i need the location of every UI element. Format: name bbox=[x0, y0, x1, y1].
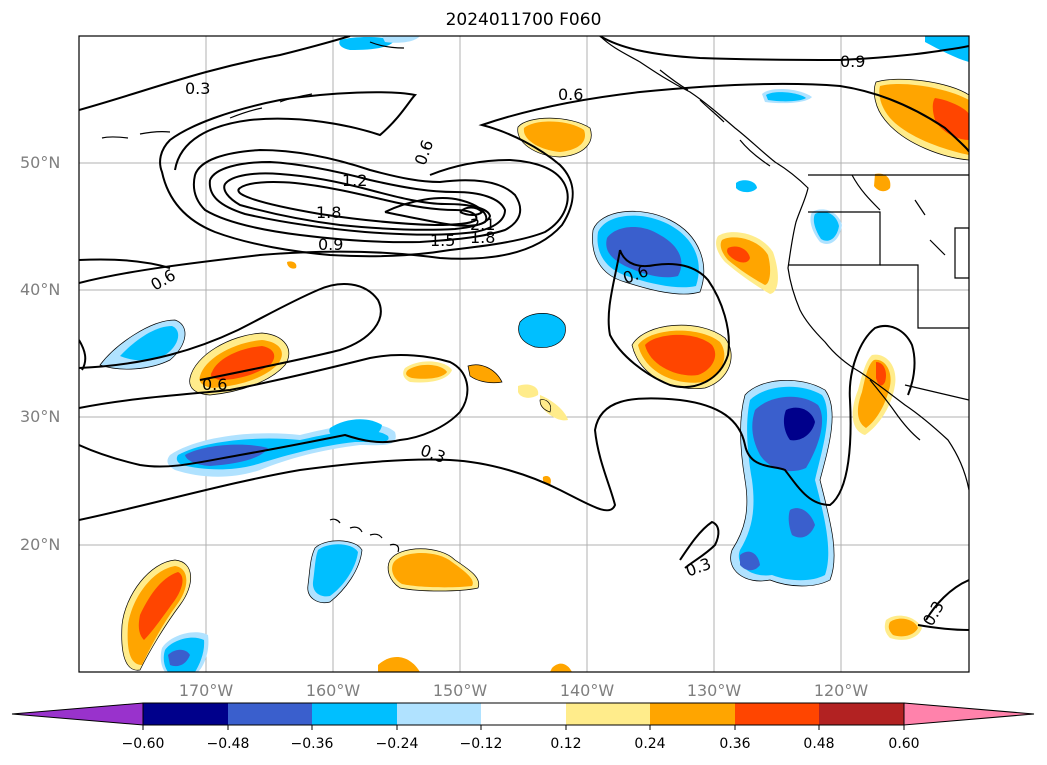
colorbar-tick-label: 0.24 bbox=[634, 736, 666, 752]
lon-label-150w: 150°W bbox=[432, 681, 488, 700]
map-title: 2024011700 F060 bbox=[445, 10, 602, 30]
colorbar-tick-label: −0.24 bbox=[375, 736, 419, 752]
colorbar-tick-label: 0.48 bbox=[803, 736, 835, 752]
colorbar-over-arrow bbox=[903, 702, 1035, 726]
lat-label-30n: 30°N bbox=[20, 407, 61, 426]
lat-label-50n: 50°N bbox=[20, 153, 61, 172]
contour-label: 1.8 bbox=[470, 228, 495, 247]
contour-label: 1.5 bbox=[430, 231, 455, 250]
lon-label-140w: 140°W bbox=[559, 681, 615, 700]
lat-label-20n: 20°N bbox=[20, 535, 61, 554]
coastlines bbox=[101, 36, 969, 553]
colorbar-tick-label: −0.60 bbox=[121, 736, 165, 752]
lon-label-170w: 170°W bbox=[178, 681, 234, 700]
colorbar-swatch bbox=[650, 703, 735, 725]
contour-label: 1.8 bbox=[316, 203, 341, 222]
colorbar bbox=[11, 702, 1035, 730]
contour-label: 1.2 bbox=[342, 171, 367, 190]
contour-label: 0.3 bbox=[418, 440, 448, 467]
contour-label: 2.1 bbox=[470, 215, 495, 234]
lon-label-130w: 130°W bbox=[686, 681, 742, 700]
contour-label: 0.3 bbox=[919, 598, 948, 630]
colorbar-swatch bbox=[397, 703, 481, 725]
contour-lines bbox=[79, 36, 969, 631]
contour-label: 0.3 bbox=[683, 554, 713, 581]
contour-label: 0.6 bbox=[202, 375, 227, 394]
colorbar-tick-label: 0.12 bbox=[550, 736, 582, 752]
lon-label-120w: 120°W bbox=[813, 681, 869, 700]
colorbar-tick-label: −0.36 bbox=[290, 736, 334, 752]
colorbar-tick-label: 0.60 bbox=[888, 736, 920, 752]
colorbar-swatch bbox=[481, 703, 566, 725]
colorbar-under-arrow bbox=[11, 702, 144, 726]
colorbar-tick-label: −0.12 bbox=[459, 736, 503, 752]
colorbar-tick-label: −0.48 bbox=[206, 736, 250, 752]
colorbar-swatch bbox=[566, 703, 650, 725]
lat-label-40n: 40°N bbox=[20, 280, 61, 299]
contour-label: 0.9 bbox=[318, 235, 343, 254]
colorbar-tick-label: 0.36 bbox=[719, 736, 751, 752]
shaded-anomalies bbox=[100, 36, 969, 672]
lon-label-160w: 160°W bbox=[305, 681, 361, 700]
colorbar-swatch bbox=[312, 703, 397, 725]
colorbar-swatch bbox=[735, 703, 819, 725]
contour-label: 0.3 bbox=[185, 79, 210, 98]
plot-frame bbox=[78, 35, 970, 673]
colorbar-swatch bbox=[819, 703, 904, 725]
contour-label: 0.6 bbox=[558, 85, 583, 104]
contour-label: 0.9 bbox=[840, 52, 865, 71]
colorbar-swatch bbox=[143, 703, 228, 725]
colorbar-swatch bbox=[228, 703, 312, 725]
